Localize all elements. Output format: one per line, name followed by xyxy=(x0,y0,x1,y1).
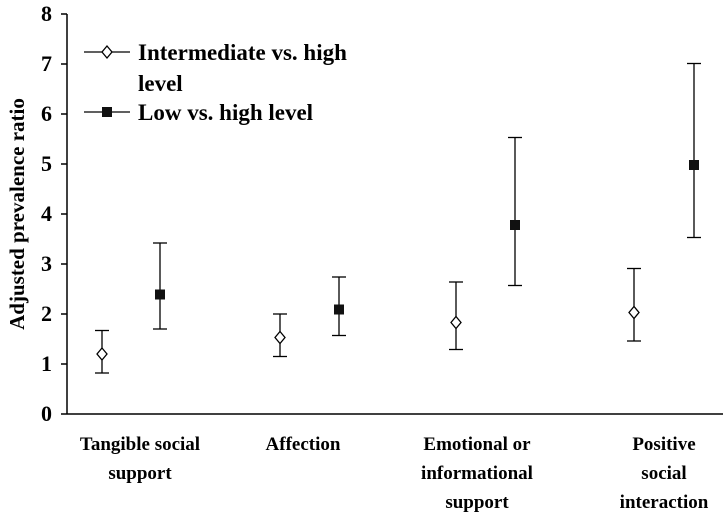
legend-label-1: Intermediate vs. high level xyxy=(138,40,347,96)
category-label-1: Tangible social support xyxy=(80,434,200,484)
y-tick-label-2: 2 xyxy=(41,301,52,326)
legend-marker-1 xyxy=(101,44,113,60)
point-1-2 xyxy=(274,330,286,345)
category-label-3: Emotional or informational support xyxy=(421,434,533,513)
point-2-1 xyxy=(155,289,165,300)
y-axis-label: Adjusted prevalence ratio xyxy=(5,98,29,330)
y-tick-label-4: 4 xyxy=(41,201,52,226)
point-1-1 xyxy=(96,346,108,362)
y-tick-label-7: 7 xyxy=(41,51,52,76)
point-1-4 xyxy=(628,305,640,320)
series-1 xyxy=(95,267,641,374)
x-axis: Tangible social support Affection Emotional… xyxy=(67,413,723,513)
legend: Intermediate vs. high level Low vs. high l… xyxy=(84,40,347,125)
y-tick-label-5: 5 xyxy=(41,151,52,176)
y-tick-label-6: 6 xyxy=(41,101,52,126)
point-2-4 xyxy=(689,160,699,170)
category-label-2: Affection xyxy=(266,434,341,455)
point-1-3 xyxy=(450,315,462,330)
point-2-3 xyxy=(510,220,520,230)
series-2 xyxy=(153,62,701,337)
y-tick-label-0: 0 xyxy=(41,401,52,426)
category-label-4: Positive social interaction xyxy=(620,434,709,513)
y-tick-label-3: 3 xyxy=(41,251,52,276)
y-tick-label-8: 8 xyxy=(41,1,52,26)
legend-marker-2 xyxy=(102,107,112,117)
y-axis: 0 1 2 3 4 5 6 7 8 xyxy=(41,1,68,426)
y-tick-label-1: 1 xyxy=(41,351,52,376)
legend-label-2: Low vs. high level xyxy=(138,100,313,125)
point-2-2 xyxy=(334,304,344,315)
